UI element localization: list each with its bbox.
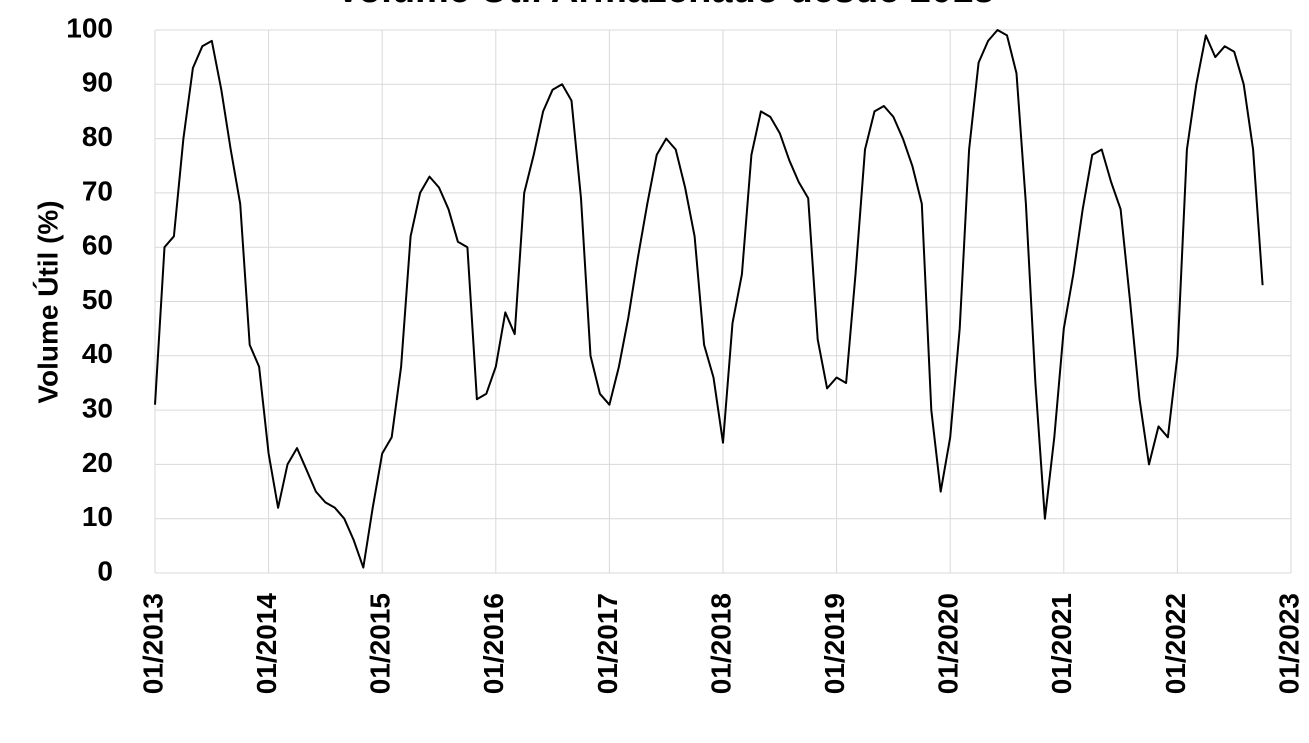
y-tick-label: 0 xyxy=(97,555,113,586)
y-tick-label: 70 xyxy=(82,175,113,206)
x-tick-label: 01/2015 xyxy=(365,593,396,694)
x-tick-label: 01/2019 xyxy=(819,593,850,694)
y-tick-label: 90 xyxy=(82,67,113,98)
x-tick-label: 01/2018 xyxy=(705,593,736,694)
y-axis-label: Volume Útil (%) xyxy=(32,200,63,403)
chart-title: Volume Útil Armazenado desde 2013 xyxy=(336,0,995,11)
x-tick-label: 01/2020 xyxy=(933,593,964,694)
x-tick-label: 01/2013 xyxy=(137,593,168,694)
y-tick-label: 50 xyxy=(82,284,113,315)
y-tick-label: 20 xyxy=(82,447,113,478)
y-tick-label: 30 xyxy=(82,392,113,423)
x-tick-label: 01/2016 xyxy=(478,593,509,694)
y-tick-label: 40 xyxy=(82,338,113,369)
y-tick-label: 60 xyxy=(82,230,113,261)
x-tick-label: 01/2014 xyxy=(251,593,282,695)
x-tick-label: 01/2022 xyxy=(1160,593,1191,694)
data-line xyxy=(154,29,1264,569)
y-tick-label: 10 xyxy=(82,501,113,532)
x-tick-label: 01/2021 xyxy=(1046,593,1077,694)
y-tick-label: 100 xyxy=(66,12,113,43)
x-tick-label: 01/2023 xyxy=(1273,593,1304,694)
y-tick-label: 80 xyxy=(82,121,113,152)
x-tick-label: 01/2017 xyxy=(592,593,623,694)
